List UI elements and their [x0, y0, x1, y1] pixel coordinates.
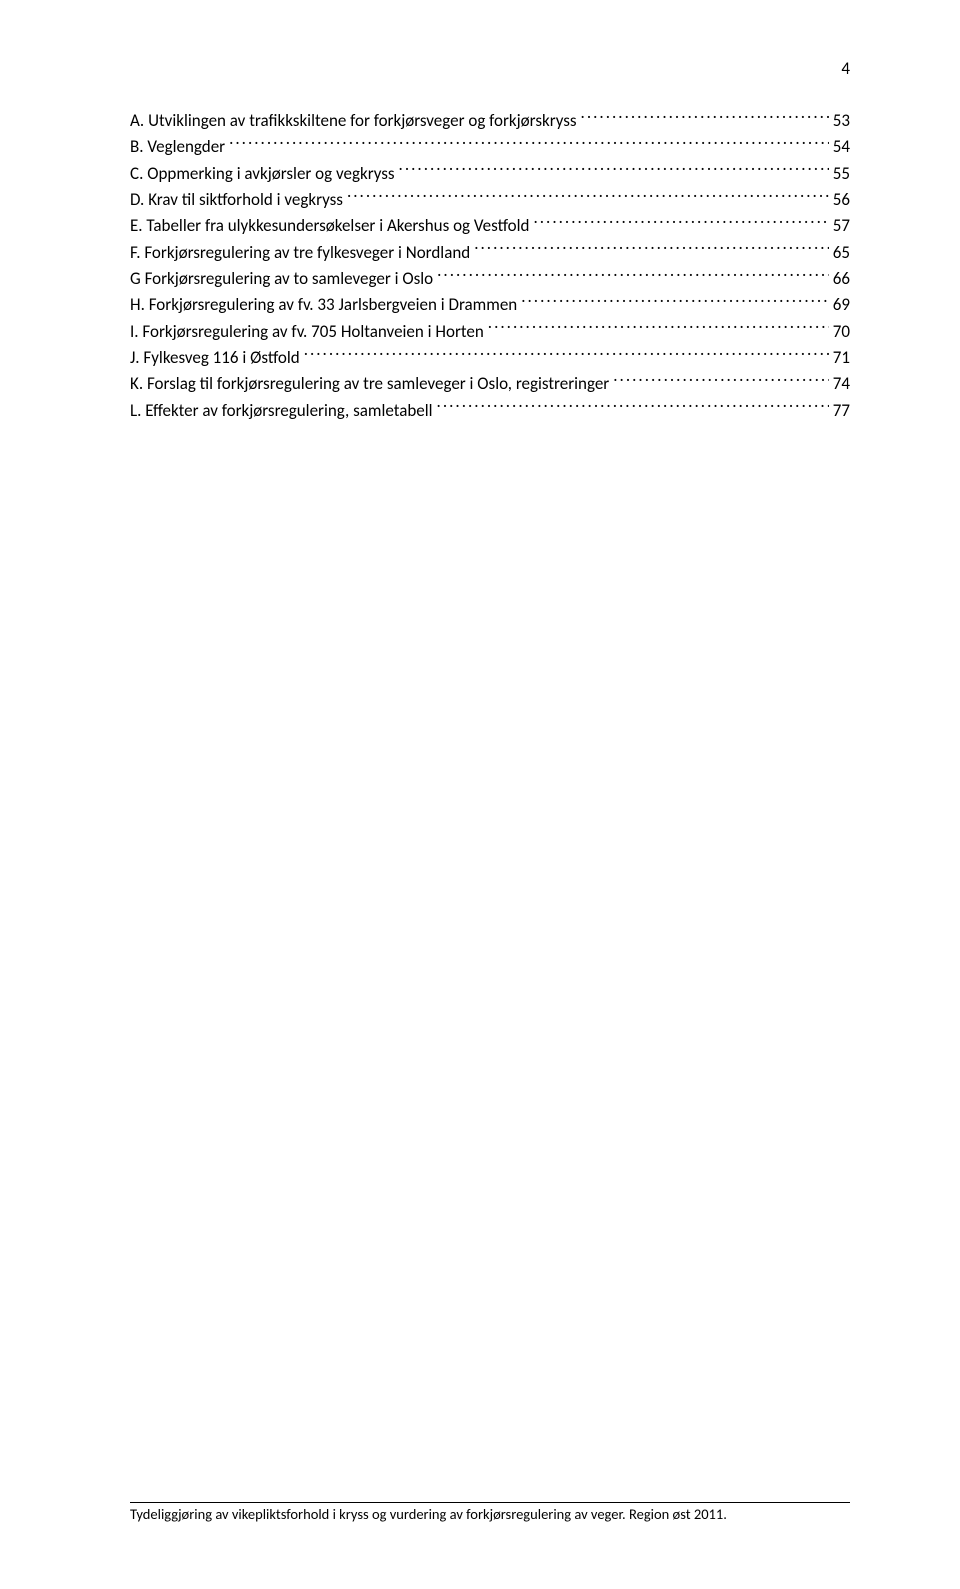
toc-dots [399, 162, 829, 179]
toc-row: I. Forkjørsregulering av fv. 705 Holtanv… [130, 319, 850, 345]
toc-page-ref: 77 [833, 398, 850, 424]
toc-page-ref: 56 [833, 187, 850, 213]
toc-row: J. Fylkesveg 116 i Østfold 71 [130, 345, 850, 371]
toc-label: J. Fylkesveg 116 i Østfold [130, 345, 300, 371]
toc-dots [347, 188, 829, 205]
toc-label: C. Oppmerking i avkjørsler og vegkryss [130, 161, 395, 187]
toc-row: K. Forslag til forkjørsregulering av tre… [130, 371, 850, 397]
page-number: 4 [841, 58, 850, 79]
toc-dots [229, 135, 829, 152]
toc-page-ref: 70 [833, 319, 850, 345]
toc-page-ref: 74 [833, 371, 850, 397]
toc-dots [581, 109, 829, 126]
toc-label: D. Krav til siktforhold i vegkryss [130, 187, 343, 213]
toc-label: B. Veglengder [130, 134, 225, 160]
toc-label: H. Forkjørsregulering av fv. 33 Jarlsber… [130, 292, 517, 318]
toc-dots [613, 372, 829, 389]
toc-row: G Forkjørsregulering av to samleveger i … [130, 266, 850, 292]
toc-page-ref: 66 [833, 266, 850, 292]
toc-page-ref: 71 [833, 345, 850, 371]
toc-page-ref: 53 [833, 108, 850, 134]
toc-row: A. Utviklingen av trafikkskiltene for fo… [130, 108, 850, 134]
toc-row: E. Tabeller fra ulykkesundersøkelser i A… [130, 213, 850, 239]
toc-row: F. Forkjørsregulering av tre fylkesveger… [130, 240, 850, 266]
page-container: 4 A. Utviklingen av trafikkskiltene for … [0, 0, 960, 1589]
toc-label: F. Forkjørsregulering av tre fylkesveger… [130, 240, 470, 266]
toc-page-ref: 69 [833, 292, 850, 318]
toc-label: E. Tabeller fra ulykkesundersøkelser i A… [130, 213, 529, 239]
toc-dots [474, 241, 829, 258]
table-of-contents: A. Utviklingen av trafikkskiltene for fo… [130, 108, 850, 424]
toc-label: L. Effekter av forkjørsregulering, samle… [130, 398, 433, 424]
toc-row: L. Effekter av forkjørsregulering, samle… [130, 398, 850, 424]
toc-page-ref: 57 [833, 213, 850, 239]
page-footer: Tydeliggjøring av vikepliktsforhold i kr… [130, 1502, 850, 1523]
toc-row: H. Forkjørsregulering av fv. 33 Jarlsber… [130, 292, 850, 318]
toc-row: D. Krav til siktforhold i vegkryss 56 [130, 187, 850, 213]
toc-row: B. Veglengder 54 [130, 134, 850, 160]
toc-label: I. Forkjørsregulering av fv. 705 Holtanv… [130, 319, 484, 345]
toc-page-ref: 65 [833, 240, 850, 266]
toc-dots [437, 267, 829, 284]
toc-row: C. Oppmerking i avkjørsler og vegkryss 5… [130, 161, 850, 187]
toc-label: G Forkjørsregulering av to samleveger i … [130, 266, 433, 292]
toc-page-ref: 55 [833, 161, 850, 187]
toc-dots [533, 214, 828, 231]
toc-page-ref: 54 [833, 134, 850, 160]
toc-dots [304, 346, 829, 363]
toc-label: A. Utviklingen av trafikkskiltene for fo… [130, 108, 577, 134]
toc-dots [521, 293, 829, 310]
toc-dots [488, 320, 829, 337]
toc-dots [437, 399, 829, 416]
toc-label: K. Forslag til forkjørsregulering av tre… [130, 371, 609, 397]
